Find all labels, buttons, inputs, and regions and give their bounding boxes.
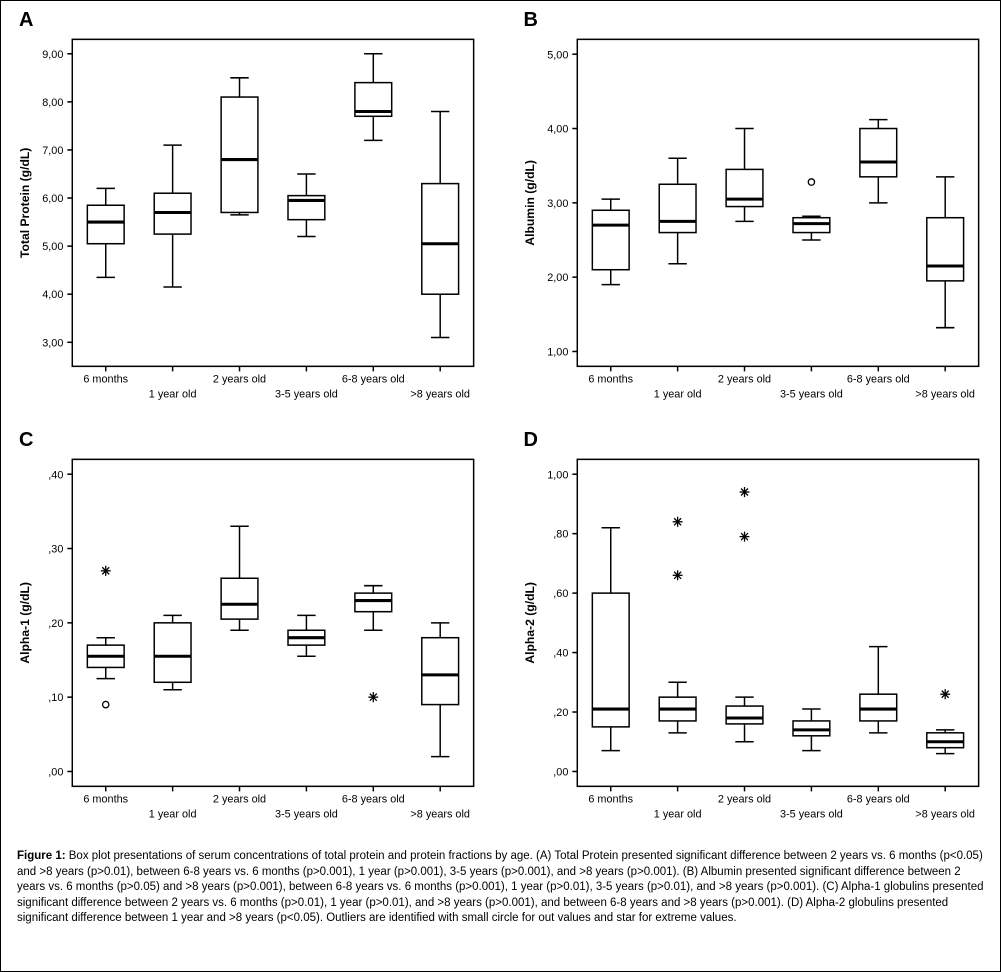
svg-text:4,00: 4,00: [42, 289, 63, 301]
svg-text:,60: ,60: [553, 588, 568, 600]
svg-text:1 year old: 1 year old: [653, 809, 701, 821]
svg-text:3-5 years old: 3-5 years old: [275, 809, 338, 821]
svg-text:>8 years old: >8 years old: [915, 389, 975, 401]
svg-text:7,00: 7,00: [42, 145, 63, 157]
panel-C: C ,00 ,10 ,20 ,30 ,40 Alpha-1 (g/dL) 6 months 1…: [11, 431, 486, 841]
svg-text:5,00: 5,00: [547, 49, 568, 61]
svg-text:1 year old: 1 year old: [149, 809, 197, 821]
svg-text:>8 years old: >8 years old: [410, 809, 470, 821]
panels-grid: A 3,00 4,00 5,00 6,00 7,00 8,00 9,00 Total Prot…: [11, 11, 990, 841]
svg-text:6 months: 6 months: [83, 373, 128, 385]
panel-A: A 3,00 4,00 5,00 6,00 7,00 8,00 9,00 Total Prot…: [11, 11, 486, 421]
svg-text:Total Protein (g/dL): Total Protein (g/dL): [18, 148, 32, 258]
panel-B: B 1,00 2,00 3,00 4,00 5,00 Albumin (g/dL) 6 mo…: [516, 11, 991, 421]
svg-text:,30: ,30: [48, 543, 63, 555]
panel-label-D: D: [524, 429, 538, 452]
svg-text:5,00: 5,00: [42, 241, 63, 253]
svg-text:6 months: 6 months: [588, 793, 633, 805]
svg-text:2 years old: 2 years old: [717, 793, 770, 805]
svg-text:Alpha-1 (g/dL): Alpha-1 (g/dL): [18, 582, 32, 664]
svg-text:,00: ,00: [553, 766, 568, 778]
svg-text:1,00: 1,00: [547, 469, 568, 481]
svg-text:6-8 years old: 6-8 years old: [342, 793, 405, 805]
figure-container: A 3,00 4,00 5,00 6,00 7,00 8,00 9,00 Total Prot…: [0, 0, 1001, 972]
svg-text:,10: ,10: [48, 692, 63, 704]
svg-text:3-5 years old: 3-5 years old: [779, 809, 842, 821]
svg-text:2 years old: 2 years old: [213, 373, 266, 385]
svg-text:,20: ,20: [553, 707, 568, 719]
svg-text:1,00: 1,00: [547, 346, 568, 358]
svg-text:,80: ,80: [553, 529, 568, 541]
svg-text:3,00: 3,00: [547, 198, 568, 210]
figure-caption: Figure 1: Box plot presentations of seru…: [11, 841, 990, 927]
svg-text:1 year old: 1 year old: [653, 389, 701, 401]
svg-text:,40: ,40: [48, 469, 63, 481]
svg-text:>8 years old: >8 years old: [410, 389, 470, 401]
svg-text:3,00: 3,00: [42, 337, 63, 349]
svg-text:2,00: 2,00: [547, 272, 568, 284]
svg-text:6-8 years old: 6-8 years old: [846, 373, 909, 385]
panel-label-A: A: [19, 9, 33, 32]
svg-text:>8 years old: >8 years old: [915, 809, 975, 821]
svg-text:6 months: 6 months: [83, 793, 128, 805]
svg-text:,20: ,20: [48, 618, 63, 630]
svg-text:3-5 years old: 3-5 years old: [779, 389, 842, 401]
svg-text:6-8 years old: 6-8 years old: [342, 373, 405, 385]
svg-text:2 years old: 2 years old: [717, 373, 770, 385]
svg-text:1 year old: 1 year old: [149, 389, 197, 401]
boxplot-D: ,00 ,20 ,40 ,60 ,80 1,00 Alpha-2 (g/dL) 6 month…: [516, 431, 991, 841]
svg-text:3-5 years old: 3-5 years old: [275, 389, 338, 401]
svg-text:,00: ,00: [48, 766, 63, 778]
panel-D: D ,00 ,20 ,40 ,60 ,80 1,00 Alpha-2 (g/dL) 6 mon…: [516, 431, 991, 841]
svg-text:Alpha-2 (g/dL): Alpha-2 (g/dL): [522, 582, 536, 664]
svg-text:6-8 years old: 6-8 years old: [846, 793, 909, 805]
svg-text:4,00: 4,00: [547, 123, 568, 135]
svg-text:Albumin (g/dL): Albumin (g/dL): [522, 160, 536, 246]
panel-label-C: C: [19, 429, 33, 452]
boxplot-A: 3,00 4,00 5,00 6,00 7,00 8,00 9,00 Total Protei…: [11, 11, 486, 421]
boxplot-B: 1,00 2,00 3,00 4,00 5,00 Albumin (g/dL) 6 mont…: [516, 11, 991, 421]
svg-text:6,00: 6,00: [42, 193, 63, 205]
svg-text:,40: ,40: [553, 648, 568, 660]
svg-text:6 months: 6 months: [588, 373, 633, 385]
svg-text:8,00: 8,00: [42, 97, 63, 109]
svg-text:2 years old: 2 years old: [213, 793, 266, 805]
panel-label-B: B: [524, 9, 538, 32]
boxplot-C: ,00 ,10 ,20 ,30 ,40 Alpha-1 (g/dL) 6 months 1 y…: [11, 431, 486, 841]
caption-text: Box plot presentations of serum concentr…: [17, 850, 984, 924]
svg-text:9,00: 9,00: [42, 49, 63, 61]
caption-lead: Figure 1:: [17, 850, 66, 862]
